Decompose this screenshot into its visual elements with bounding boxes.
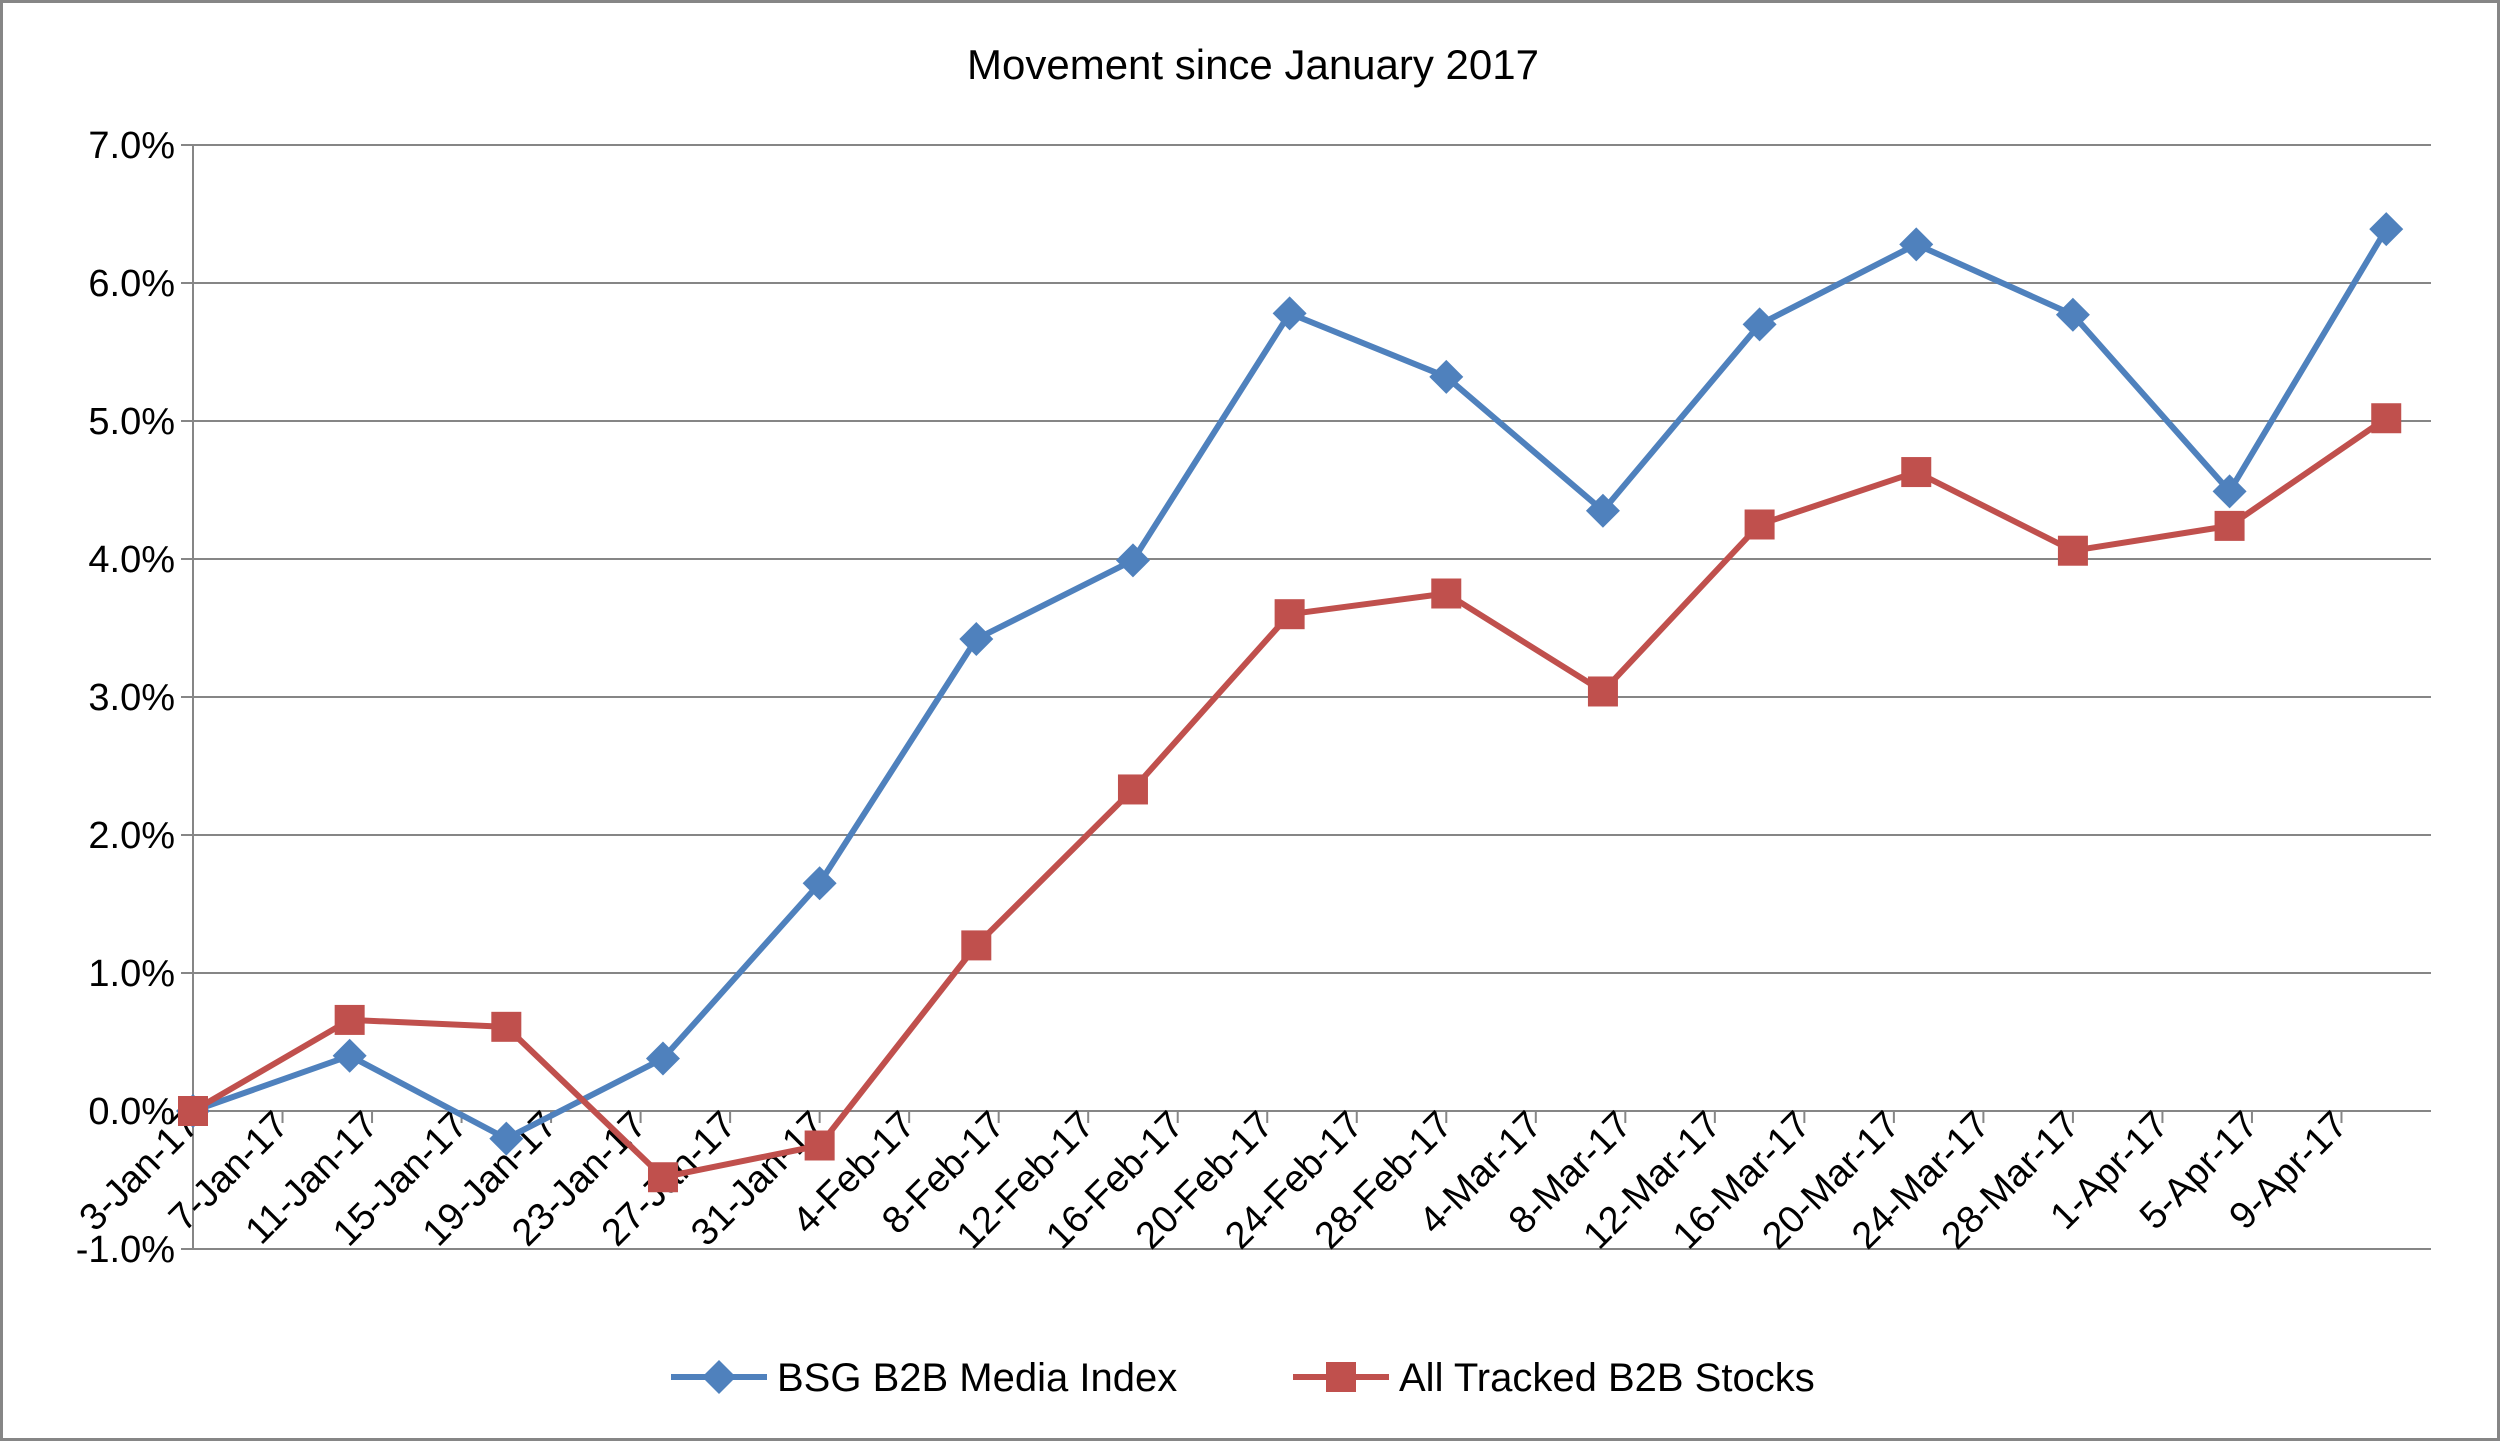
data-point [1272, 296, 1307, 331]
series-1 [176, 212, 2404, 1156]
series-2 [178, 403, 2402, 1193]
y-tick-label: 6.0% [88, 263, 175, 305]
x-axis-ticks: 3-Jan-177-Jan-1711-Jan-1715-Jan-1719-Jan… [72, 1104, 2356, 1258]
data-point [2369, 212, 2404, 247]
data-point [647, 1162, 678, 1193]
data-point [959, 622, 994, 657]
data-point [2057, 535, 2088, 566]
data-point [1431, 578, 1462, 609]
y-tick-label: 3.0% [88, 677, 175, 719]
y-tick-label: -1.0% [76, 1229, 175, 1271]
data-point [1901, 457, 1932, 488]
y-tick-label: 4.0% [88, 539, 175, 581]
data-point [804, 1130, 835, 1161]
y-tick-label: 0.0% [88, 1091, 175, 1133]
data-point [1115, 543, 1150, 578]
data-point [961, 930, 992, 961]
legend-item: All Tracked B2B Stocks [1293, 1356, 1815, 1400]
data-point [178, 1096, 208, 1126]
data-point [2214, 510, 2245, 541]
data-point [1742, 307, 1777, 342]
line-chart: Movement since January 2017 7.0% 6.0% 5.0%… [72, 41, 2431, 1400]
data-point [802, 866, 837, 901]
data-point [491, 1011, 522, 1042]
data-point [1274, 599, 1305, 630]
y-tick-label: 2.0% [88, 815, 175, 857]
data-point [1585, 493, 1620, 528]
data-point [489, 1121, 524, 1156]
data-point [332, 1038, 367, 1073]
data-point [1899, 227, 1934, 262]
data-point [1429, 359, 1464, 394]
data-point [2055, 297, 2090, 332]
legend-marker [1326, 1362, 1356, 1392]
data-point [1744, 509, 1775, 540]
legend-marker [702, 1360, 736, 1394]
data-point [2371, 403, 2402, 434]
gridlines [193, 144, 2431, 1250]
legend: BSG B2B Media Index All Tracked B2B Stock… [671, 1356, 1815, 1400]
data-point [1587, 676, 1618, 707]
data-point [334, 1004, 365, 1035]
series-line [192, 227, 2389, 1142]
series [176, 212, 2404, 1193]
y-tick-label: 1.0% [88, 953, 175, 995]
axes [181, 144, 2431, 1250]
y-tick-label: 5.0% [88, 401, 175, 443]
legend-label: All Tracked B2B Stocks [1399, 1356, 1815, 1400]
data-point [645, 1041, 680, 1076]
data-point [2212, 474, 2247, 509]
chart-title: Movement since January 2017 [967, 41, 1539, 88]
y-tick-label: 7.0% [88, 125, 175, 167]
data-point [1117, 774, 1148, 805]
legend-label: BSG B2B Media Index [777, 1356, 1177, 1400]
y-axis-ticks: 7.0% 6.0% 5.0% 4.0% 3.0% 2.0% 1.0% 0.0% -1.0% [76, 125, 175, 1271]
legend-item: BSG B2B Media Index [671, 1356, 1177, 1400]
series-line [191, 415, 2388, 1181]
